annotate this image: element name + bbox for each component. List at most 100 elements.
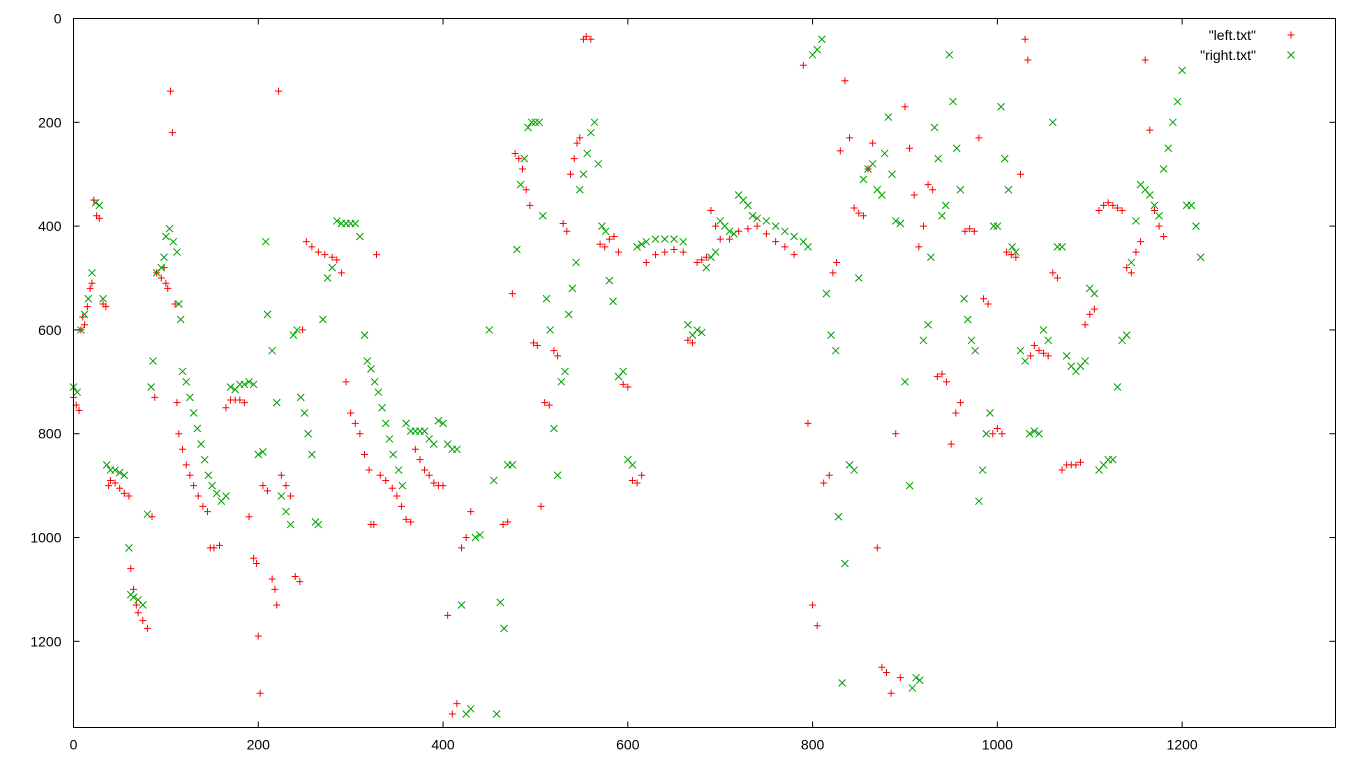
data-point <box>179 445 187 453</box>
data-point <box>485 326 494 334</box>
data-point <box>1021 357 1029 365</box>
data-point <box>533 341 541 349</box>
data-point <box>293 326 301 334</box>
data-point <box>254 450 263 459</box>
data-point <box>363 357 372 365</box>
data-point <box>245 377 253 386</box>
data-point <box>825 471 833 479</box>
data-point <box>347 409 355 417</box>
x-tick-label: 1200 <box>1167 737 1198 753</box>
data-point <box>1049 269 1057 277</box>
data-point <box>508 290 516 298</box>
data-point <box>513 245 521 254</box>
x-tick-label: 600 <box>616 737 640 753</box>
x-tick-label: 800 <box>801 737 825 753</box>
data-point <box>321 251 329 259</box>
data-point <box>615 248 623 256</box>
data-point <box>938 211 946 220</box>
data-point <box>328 263 337 272</box>
data-point <box>287 492 295 500</box>
data-point <box>402 515 410 523</box>
data-point <box>684 320 692 329</box>
data-point <box>203 508 211 516</box>
data-point <box>421 466 429 474</box>
data-point <box>264 487 272 495</box>
data-point <box>356 430 364 438</box>
data-point <box>908 684 917 692</box>
data-point <box>1058 466 1066 474</box>
data-point <box>822 289 831 298</box>
data-point <box>633 479 641 487</box>
data-point <box>444 611 452 619</box>
data-point <box>425 471 433 479</box>
data-point <box>173 248 181 256</box>
y-tick-label: 200 <box>38 114 62 130</box>
data-point <box>790 232 798 241</box>
data-point <box>457 601 466 609</box>
data-point <box>499 521 507 529</box>
data-point <box>1141 56 1149 64</box>
data-point <box>99 294 107 303</box>
data-point <box>215 541 223 549</box>
data-point <box>515 155 523 163</box>
data-point <box>530 339 538 347</box>
data-point <box>1095 207 1103 215</box>
data-point <box>389 450 398 459</box>
data-point <box>178 367 187 376</box>
data-point <box>204 471 213 480</box>
data-point <box>651 235 660 243</box>
data-point <box>1062 352 1071 360</box>
data-point <box>80 310 89 319</box>
data-point <box>1081 321 1089 329</box>
x-tick-label: 200 <box>247 737 271 753</box>
data-point <box>572 258 580 267</box>
plot-layer <box>69 33 1205 718</box>
data-point <box>1081 357 1089 365</box>
data-point <box>1104 199 1112 207</box>
data-point <box>919 222 927 230</box>
data-point <box>1160 232 1168 240</box>
data-point <box>176 315 185 324</box>
data-point <box>883 668 891 676</box>
data-point <box>799 61 807 69</box>
data-point <box>698 256 706 264</box>
data-point <box>106 476 114 484</box>
data-point <box>275 87 283 95</box>
data-point <box>661 248 669 256</box>
data-point <box>1048 118 1057 127</box>
legend: "left.txt" "right.txt" <box>1200 27 1295 63</box>
data-point <box>531 118 540 127</box>
data-point <box>587 128 595 137</box>
data-point <box>906 144 914 152</box>
data-point <box>884 113 893 121</box>
data-point <box>804 419 812 427</box>
data-point <box>550 347 558 355</box>
data-point <box>1187 201 1196 210</box>
legend-marker <box>1287 31 1295 39</box>
data-point <box>367 364 375 373</box>
data-point <box>302 238 310 246</box>
data-point <box>169 237 178 246</box>
data-point <box>1044 352 1052 360</box>
data-point <box>351 419 359 427</box>
data-point <box>453 445 461 454</box>
data-point <box>337 269 345 277</box>
data-point <box>712 222 720 230</box>
data-point <box>1030 341 1038 349</box>
data-point <box>116 484 124 492</box>
data-point <box>1012 253 1020 261</box>
data-point <box>186 393 194 402</box>
data-point <box>304 429 313 438</box>
legend-marker <box>1287 51 1295 59</box>
data-point <box>189 409 198 417</box>
data-point <box>910 191 918 199</box>
data-point <box>836 147 844 155</box>
data-point <box>1000 154 1009 163</box>
data-point <box>975 497 983 506</box>
data-point <box>500 624 508 633</box>
data-point <box>841 559 849 568</box>
data-point <box>1053 274 1061 282</box>
data-point <box>926 253 935 262</box>
series-right <box>69 35 1205 718</box>
